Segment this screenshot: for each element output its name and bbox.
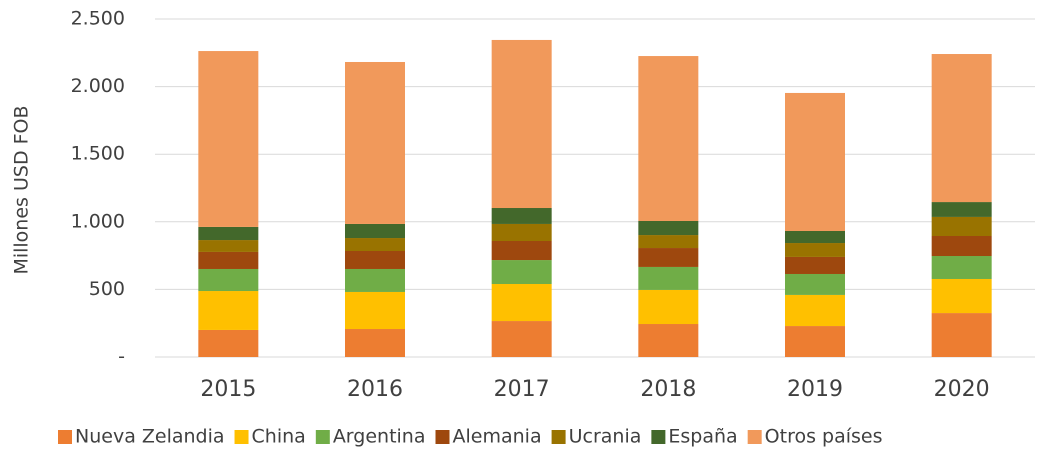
bar-segment bbox=[491, 39, 552, 209]
bar-segment bbox=[491, 208, 552, 224]
bar-segment bbox=[345, 291, 405, 330]
bar-segment bbox=[785, 230, 845, 244]
legend-swatch bbox=[315, 430, 330, 444]
y-tick-label: 1.000 bbox=[71, 210, 125, 232]
bar-segment bbox=[491, 223, 552, 241]
bar-segment bbox=[345, 223, 405, 239]
bar-segment bbox=[491, 321, 552, 357]
bar-segment bbox=[198, 329, 259, 357]
bar-segment bbox=[931, 313, 992, 357]
legend-swatch bbox=[551, 430, 566, 444]
y-tick-label: 2.000 bbox=[71, 75, 125, 97]
bar-segment bbox=[638, 289, 699, 325]
legend-swatch bbox=[651, 430, 666, 444]
legend-label: China bbox=[252, 426, 306, 448]
legend-swatch bbox=[747, 430, 762, 444]
bar-segment bbox=[931, 54, 992, 203]
bar-segment bbox=[198, 251, 259, 269]
bar-segment bbox=[345, 61, 405, 224]
bar-segment bbox=[931, 256, 992, 279]
bar-segment bbox=[198, 268, 259, 292]
x-tick-label: 2017 bbox=[494, 377, 550, 402]
y-tick-label: 1.500 bbox=[71, 143, 125, 165]
legend-label: Ucrania bbox=[569, 426, 642, 448]
legend-swatch bbox=[435, 430, 450, 444]
legend-swatch bbox=[58, 430, 72, 444]
bar-segment bbox=[638, 248, 699, 267]
bar-segment bbox=[638, 266, 699, 290]
bar-segment bbox=[638, 324, 699, 357]
x-tick-label: 2018 bbox=[640, 377, 696, 402]
bar-segment bbox=[638, 220, 699, 236]
bar-segment bbox=[198, 51, 259, 227]
x-tick-label: 2015 bbox=[200, 377, 256, 402]
y-tick-label: 500 bbox=[89, 278, 125, 300]
x-tick-label: 2016 bbox=[347, 377, 403, 402]
bar-segment bbox=[345, 268, 405, 292]
bar-segment bbox=[931, 235, 992, 257]
bar-segment bbox=[785, 326, 845, 357]
bar-segment bbox=[198, 226, 259, 241]
legend-label: Argentina bbox=[333, 426, 426, 448]
bar-segment bbox=[785, 294, 845, 327]
bar-segment bbox=[931, 216, 992, 236]
bar-segment bbox=[491, 260, 552, 284]
bar-segment bbox=[785, 256, 845, 274]
y-tick-label: 2.500 bbox=[71, 8, 125, 30]
legend-label: Nueva Zelandia bbox=[75, 426, 225, 448]
bar-segment bbox=[785, 243, 845, 257]
bar-segment bbox=[345, 238, 405, 252]
bar-segment bbox=[491, 283, 552, 322]
legend-label: España bbox=[668, 426, 737, 448]
legend-label: Otros países bbox=[765, 426, 883, 448]
bar-segment bbox=[785, 92, 845, 231]
bar-segment bbox=[345, 251, 405, 269]
bar-segment bbox=[638, 56, 699, 221]
bar-segment bbox=[785, 273, 845, 295]
bar-segment bbox=[491, 240, 552, 261]
bar-segment bbox=[198, 291, 259, 330]
x-tick-label: 2020 bbox=[934, 377, 990, 402]
y-axis-label: Millones USD FOB bbox=[11, 105, 33, 274]
bar-segment bbox=[198, 240, 259, 252]
x-tick-label: 2019 bbox=[787, 377, 843, 402]
y-tick-label: - bbox=[118, 346, 125, 368]
legend-swatch bbox=[234, 430, 249, 444]
legend-label: Alemania bbox=[453, 426, 542, 448]
bar-segment bbox=[931, 278, 992, 314]
bar-segment bbox=[345, 329, 405, 357]
bar-segment bbox=[931, 202, 992, 217]
bar-segment bbox=[638, 235, 699, 249]
